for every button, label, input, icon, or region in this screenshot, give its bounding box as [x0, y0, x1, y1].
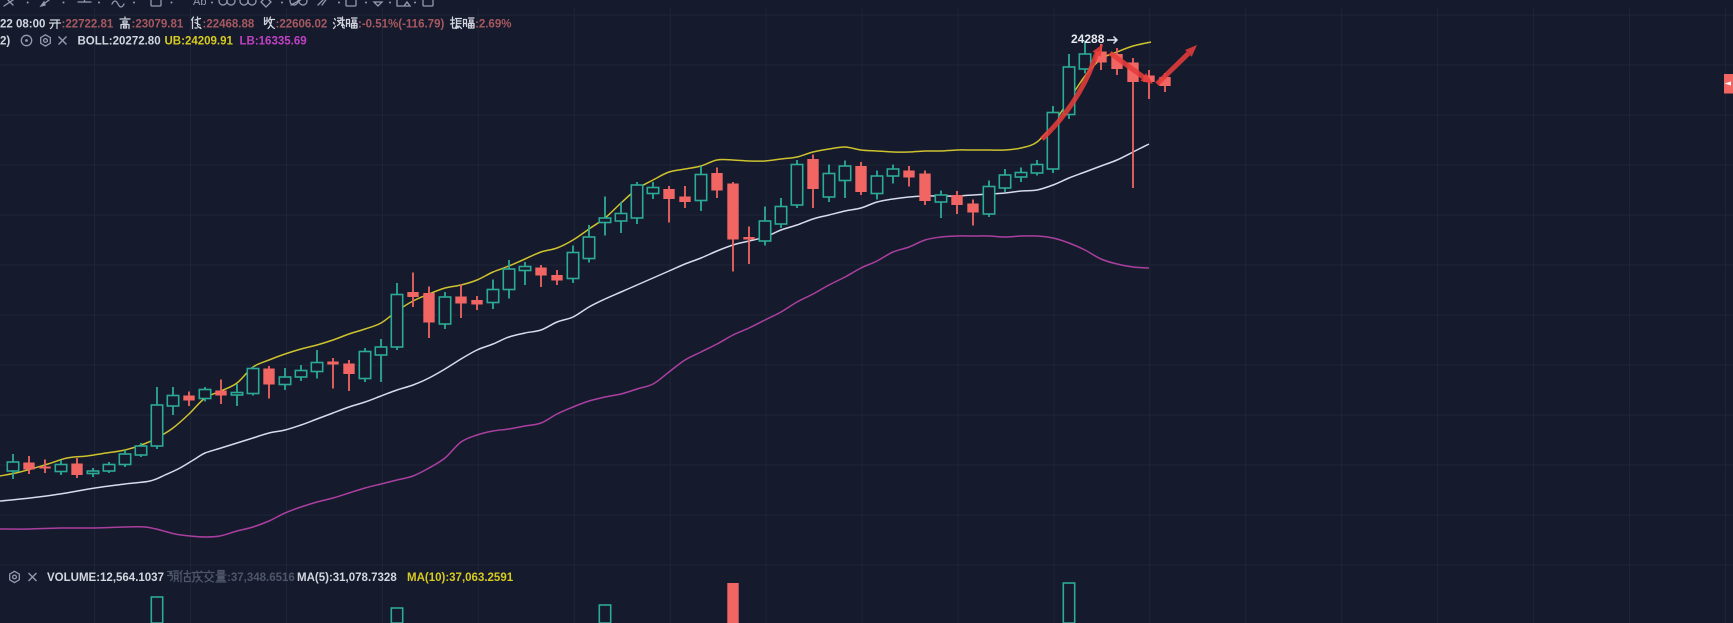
svg-text::-0.51%(-116.79): :-0.51%(-116.79): [358, 19, 444, 31]
svg-text:MA(5):31,078.7328: MA(5):31,078.7328: [297, 572, 397, 584]
svg-text::2.69%: :2.69%: [475, 19, 511, 31]
svg-text:VOLUME:12,564.1037: VOLUME:12,564.1037: [47, 572, 164, 584]
svg-text:BOLL:20272.80: BOLL:20272.80: [78, 36, 161, 48]
svg-text:Ab: Ab: [193, 0, 206, 8]
svg-text::22722.81: :22722.81: [62, 19, 114, 31]
svg-text:LB:16335.69: LB:16335.69: [240, 36, 307, 48]
svg-text:2): 2): [0, 36, 10, 48]
svg-text:MA(10):37,063.2591: MA(10):37,063.2591: [407, 572, 514, 584]
svg-text:22 08:00: 22 08:00: [0, 19, 45, 31]
svg-text::23079.81: :23079.81: [132, 19, 184, 31]
svg-text::37,348.6516: :37,348.6516: [227, 572, 295, 584]
svg-text:UB:24209.91: UB:24209.91: [165, 36, 234, 48]
svg-text::22468.88: :22468.88: [203, 19, 255, 31]
svg-text::22606.02: :22606.02: [276, 19, 328, 31]
svg-text:24288: 24288: [1071, 32, 1105, 46]
